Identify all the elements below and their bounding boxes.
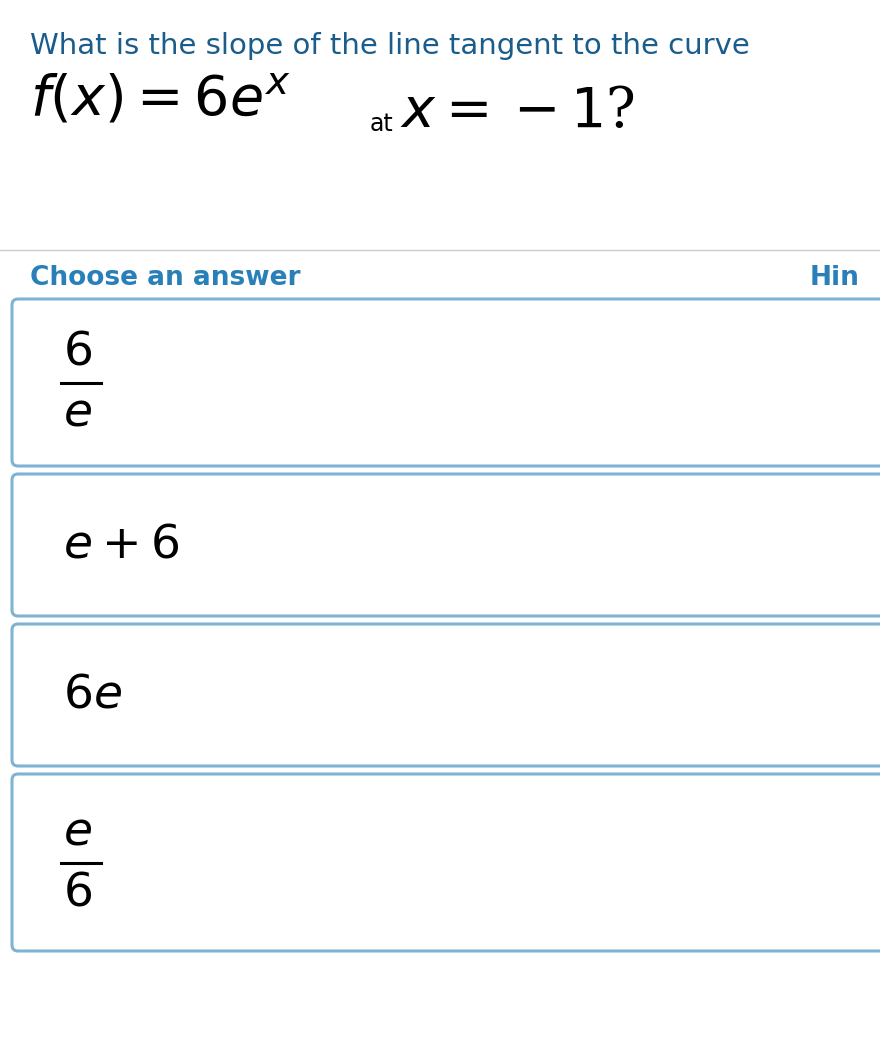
FancyBboxPatch shape (12, 624, 880, 766)
Text: $e$: $e$ (63, 390, 92, 435)
Text: $f(x) = 6e^{x}$: $f(x) = 6e^{x}$ (30, 72, 291, 127)
Text: $e+6$: $e+6$ (63, 522, 179, 568)
Text: $e$: $e$ (63, 810, 92, 854)
FancyBboxPatch shape (12, 299, 880, 466)
Text: $6$: $6$ (63, 871, 92, 915)
Text: $x = -1$?: $x = -1$? (400, 84, 635, 138)
FancyBboxPatch shape (12, 774, 880, 951)
Text: $6e$: $6e$ (63, 672, 122, 718)
Text: $6$: $6$ (63, 329, 92, 374)
Text: Hin: Hin (810, 265, 860, 291)
Text: What is the slope of the line tangent to the curve: What is the slope of the line tangent to… (30, 32, 750, 60)
FancyBboxPatch shape (12, 474, 880, 616)
Text: at: at (370, 112, 393, 136)
Text: Choose an answer: Choose an answer (30, 265, 300, 291)
